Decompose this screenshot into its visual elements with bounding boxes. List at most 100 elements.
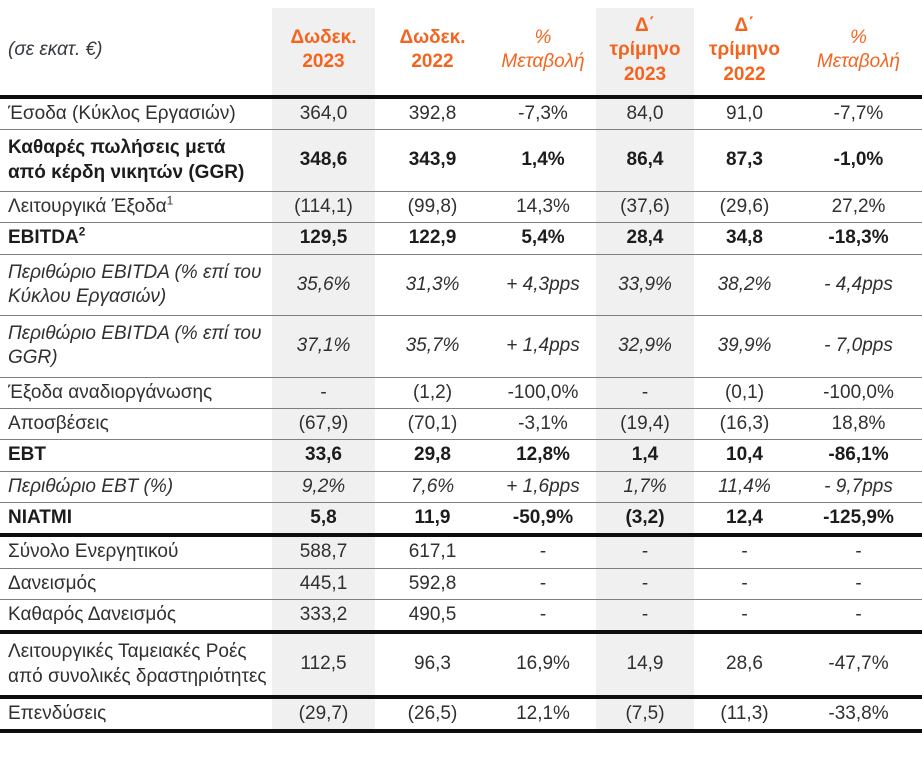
cell-value: 11,9 (375, 502, 490, 538)
cell-value: 12,4 (694, 502, 795, 538)
cell-value: - (795, 535, 922, 569)
row-label-text: Έσοδα (Κύκλος Εργασιών) (8, 102, 236, 124)
cell-value: - (795, 568, 922, 600)
row-label-text: Αποσβέσεις (8, 413, 109, 435)
table-row: Λειτουργικά Έξοδα1 (114,1) (99,8) 14,3% (37,… (0, 191, 922, 224)
cell-value: -7,7% (795, 96, 922, 131)
row-label: Περιθώριο EBITDA (% επί του GGR) (0, 315, 272, 378)
cell-value: - (596, 568, 694, 600)
cell-value: 28,4 (596, 222, 694, 255)
table-row: Περιθώριο EBT (%) 9,2% 7,6% + 1,6pps 1,7% 11,… (0, 471, 922, 504)
row-label-text: Λειτουργικά Έξοδα (8, 195, 167, 217)
cell-value: 588,7 (272, 535, 375, 569)
cell-value: - (694, 568, 795, 600)
cell-value: 5,8 (272, 502, 375, 538)
row-label: Καθαρός Δανεισμός (0, 599, 272, 635)
cell-value: - (490, 599, 596, 635)
cell-value: 392,8 (375, 96, 490, 131)
cell-value: (16,3) (694, 408, 795, 441)
row-label-text: Δανεισμός (8, 572, 97, 594)
row-label: EBT (0, 439, 272, 472)
cell-value: - (596, 535, 694, 569)
cell-value: 18,8% (795, 408, 922, 441)
cell-value: -100,0% (795, 377, 922, 410)
cell-value: 39,9% (694, 315, 795, 378)
cell-value: 16,9% (490, 632, 596, 699)
row-label-text: Περιθώριο EBITDA (% επί του Κύκλου Εργασ… (8, 261, 262, 307)
cell-value: 364,0 (272, 96, 375, 131)
table-row: EBT 33,6 29,8 12,8% 1,4 10,4 -86,1% (0, 439, 922, 472)
cell-value: (11,3) (694, 696, 795, 734)
cell-value: (37,6) (596, 191, 694, 224)
cell-value: -86,1% (795, 439, 922, 472)
row-label-text: Καθαρός Δανεισμός (8, 603, 177, 625)
row-label: Έξοδα αναδιοργάνωσης (0, 377, 272, 410)
cell-value: 1,4% (490, 129, 596, 192)
cell-value: 11,4% (694, 471, 795, 504)
cell-value: - (694, 535, 795, 569)
row-label: Αποσβέσεις (0, 408, 272, 441)
cell-value: -125,9% (795, 502, 922, 538)
cell-value: (7,5) (596, 696, 694, 734)
cell-value: 1,4 (596, 439, 694, 472)
table-body: Έσοδα (Κύκλος Εργασιών) 364,0 392,8 -7,3% 84… (0, 96, 922, 734)
cell-value: -33,8% (795, 696, 922, 734)
cell-value: 12,8% (490, 439, 596, 472)
cell-value: 9,2% (272, 471, 375, 504)
column-header: Δ΄ τρίμηνο 2022 (694, 8, 795, 99)
row-label-text: Περιθώριο EBITDA (% επί του GGR) (8, 323, 262, 369)
table-row: Σύνολο Ενεργητικού 588,7 617,1- - - - (0, 535, 922, 569)
cell-value: 31,3% (375, 254, 490, 317)
cell-value: + 4,3pps (490, 254, 596, 317)
cell-value: 33,6 (272, 439, 375, 472)
table-row: Λειτουργικές Ταμειακές Ροές από συνολικέ… (0, 632, 922, 699)
cell-value: - (795, 599, 922, 635)
cell-value: -47,7% (795, 632, 922, 699)
row-label-text: EBITDA (8, 227, 79, 249)
cell-value: - (490, 568, 596, 600)
cell-value: (29,7) (272, 696, 375, 734)
cell-value: 35,7% (375, 315, 490, 378)
cell-value: -3,1% (490, 408, 596, 441)
cell-value: 112,5 (272, 632, 375, 699)
cell-value: 33,9% (596, 254, 694, 317)
column-header: Δωδεκ. 2023 (272, 8, 375, 99)
cell-value: 592,8 (375, 568, 490, 600)
cell-value: 10,4 (694, 439, 795, 472)
cell-value: 29,8 (375, 439, 490, 472)
table-row: NIATMI 5,8 11,9 -50,9% (3,2) 12,4 -125,9% (0, 502, 922, 538)
column-header: Δ΄ τρίμηνο 2023 (596, 8, 694, 99)
cell-value: - 4,4pps (795, 254, 922, 317)
column-header: Δωδεκ. 2022 (375, 8, 490, 99)
cell-value: -100,0% (490, 377, 596, 410)
table-header: (σε εκατ. €) Δωδεκ. 2023 Δωδεκ. 2022% Μετα… (0, 8, 922, 99)
cell-value: 38,2% (694, 254, 795, 317)
unit-note-header: (σε εκατ. €) (0, 8, 272, 99)
row-label-text: Λειτουργικές Ταμειακές Ροές από συνολικέ… (8, 641, 267, 687)
table-row: Επενδύσεις (29,7) (26,5) 12,1% (7,5) (11,3) -3… (0, 696, 922, 734)
cell-value: (1,2) (375, 377, 490, 410)
cell-value: 5,4% (490, 222, 596, 255)
row-label: Λειτουργικές Ταμειακές Ροές από συνολικέ… (0, 632, 272, 699)
cell-value: + 1,4pps (490, 315, 596, 378)
cell-value: 12,1% (490, 696, 596, 734)
table-row: EBITDA2 129,5 122,9 5,4% 28,4 34,8 -18,3% (0, 222, 922, 255)
cell-value: - 7,0pps (795, 315, 922, 378)
row-label: Περιθώριο EBT (%) (0, 471, 272, 504)
table-row: Έσοδα (Κύκλος Εργασιών) 364,0 392,8 -7,3% 84… (0, 96, 922, 131)
cell-value: (0,1) (694, 377, 795, 410)
row-label: NIATMI (0, 502, 272, 538)
cell-value: (99,8) (375, 191, 490, 224)
table-row: Περιθώριο EBITDA (% επί του GGR) 37,1% 35,… (0, 315, 922, 378)
cell-value: 27,2% (795, 191, 922, 224)
table-row: Καθαρός Δανεισμός 333,2 490,5- - - - (0, 599, 922, 635)
cell-value: 14,9 (596, 632, 694, 699)
cell-value: -1,0% (795, 129, 922, 192)
row-label: Έσοδα (Κύκλος Εργασιών) (0, 96, 272, 131)
footnote-marker: 1 (166, 194, 174, 208)
table-row: Αποσβέσεις (67,9) (70,1) -3,1% (19,4) (16,3) 1… (0, 408, 922, 441)
cell-value: (70,1) (375, 408, 490, 441)
cell-value: (67,9) (272, 408, 375, 441)
row-label: EBITDA2 (0, 222, 272, 255)
cell-value: (19,4) (596, 408, 694, 441)
